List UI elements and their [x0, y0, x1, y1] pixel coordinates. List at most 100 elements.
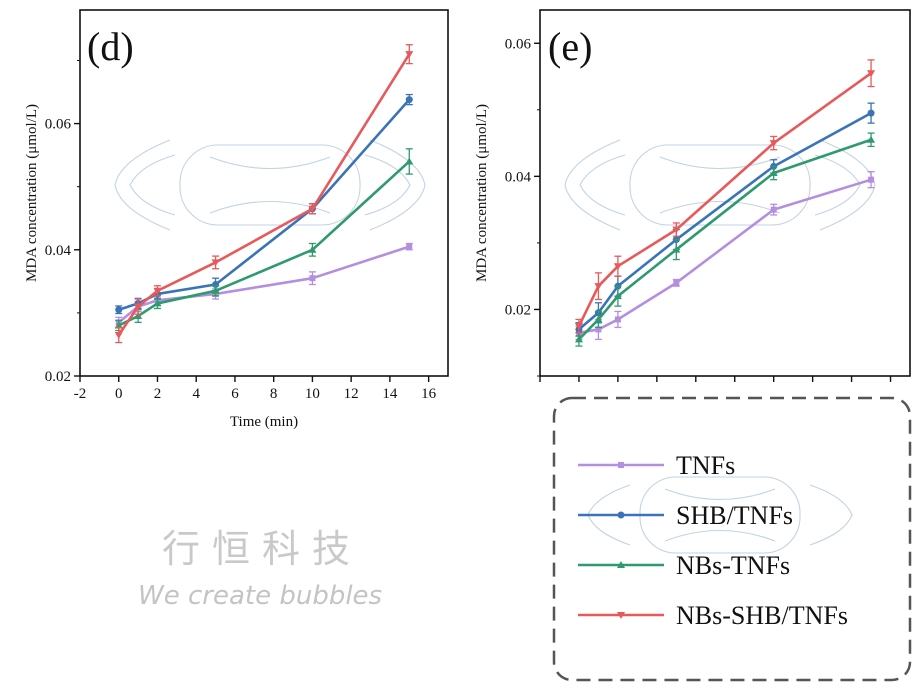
- plot-frame-d: [79, 9, 449, 377]
- legend-item: NBs-TNFs: [578, 551, 790, 580]
- data-point: [868, 176, 875, 183]
- data-point: [613, 263, 622, 271]
- data-point: [867, 135, 876, 143]
- legend-marker: [617, 511, 625, 519]
- data-point: [672, 226, 681, 234]
- y-axis-d: 0.02 0.04 0.06: [45, 59, 80, 385]
- x-tick-label: 14: [844, 386, 860, 402]
- y-tick-label: 0.06: [505, 36, 532, 52]
- legend-label: NBs-TNFs: [676, 551, 790, 580]
- x-tick-label: -2: [74, 386, 87, 402]
- series-line: [117, 53, 411, 336]
- series-nbs-shb-tnfs: [574, 59, 876, 334]
- series-nbs-tnfs: [114, 148, 414, 332]
- series-line: [117, 245, 410, 324]
- series-shb-tnfs: [575, 102, 875, 337]
- bubble-watermark-icon: [564, 139, 876, 231]
- data-point: [594, 315, 603, 323]
- series-line: [578, 178, 872, 335]
- x-tick-label: 8: [731, 386, 739, 402]
- data-point: [308, 205, 317, 213]
- y-tick-label: 0.04: [45, 243, 72, 259]
- x-tick-label: 12: [805, 386, 820, 402]
- x-tick-label: 6: [692, 386, 700, 402]
- x-tick-label: 2: [614, 386, 622, 402]
- data-point: [308, 245, 317, 253]
- x-axis-e: -2 0 2 4 6 8 10 12 14 16: [534, 376, 899, 402]
- x-tick-label: 6: [231, 386, 239, 402]
- series-shb-tnfs: [115, 93, 413, 315]
- data-point: [867, 70, 876, 78]
- series-line: [577, 72, 872, 327]
- data-point: [769, 140, 778, 148]
- data-point: [613, 292, 622, 300]
- data-point: [405, 51, 414, 59]
- series-tnfs: [575, 171, 875, 341]
- x-tick-label: 16: [421, 386, 437, 402]
- y-axis-e: 0.02 0.04 0.06: [505, 36, 540, 377]
- data-point: [114, 331, 123, 339]
- legend-border: [552, 396, 912, 682]
- data-point: [134, 303, 143, 311]
- x-axis-d: -2 0 2 4 6 8 10 12 14 16: [74, 376, 437, 402]
- data-point: [673, 279, 680, 286]
- legend-item: TNFs: [578, 451, 735, 480]
- legend-item: SHB/TNFs: [578, 501, 793, 530]
- data-point: [211, 259, 220, 267]
- series-layer-d: [114, 44, 414, 344]
- data-point: [769, 169, 778, 177]
- x-tick-label: -2: [534, 386, 547, 402]
- data-point: [115, 306, 123, 314]
- x-tick-label: 4: [192, 386, 200, 402]
- x-tick-label: 0: [115, 386, 123, 402]
- x-tick-label: 16: [883, 386, 899, 402]
- plot-frame-e: [539, 9, 911, 377]
- data-point: [211, 286, 220, 294]
- data-point: [672, 245, 681, 253]
- legend-label: TNFs: [676, 451, 735, 480]
- y-tick-label: 0.06: [45, 117, 72, 133]
- data-point: [574, 323, 583, 331]
- x-tick-label: 0: [575, 386, 583, 402]
- series-nbs-shb-tnfs: [114, 44, 414, 344]
- legend-label: NBs-SHB/TNFs: [676, 601, 848, 630]
- y-axis-title-e: MDA concentration (μmol/L): [474, 104, 490, 282]
- legend-item: NBs-SHB/TNFs: [578, 601, 848, 630]
- x-tick-label: 10: [305, 386, 320, 402]
- x-tick-label: 10: [766, 386, 781, 402]
- series-line: [578, 138, 872, 341]
- y-axis-title-d: MDA concentration (μmol/L): [24, 104, 40, 282]
- data-point: [614, 316, 621, 323]
- legend-marker: [617, 612, 625, 619]
- data-point: [134, 312, 143, 320]
- panel-label-e: (e): [548, 24, 592, 69]
- series-line: [578, 112, 872, 331]
- series-line: [118, 160, 411, 327]
- series-layer-e: [574, 59, 876, 347]
- data-point: [867, 109, 875, 117]
- x-tick-label: 8: [270, 386, 278, 402]
- data-point: [405, 157, 414, 165]
- data-point: [574, 335, 583, 343]
- data-point: [595, 326, 602, 333]
- chart-panel-e: (e) MDA concentration (μmol/L) -2 0 2 4 6 8 10…: [474, 9, 911, 402]
- data-point: [406, 243, 413, 250]
- x-tick-label: 12: [344, 386, 359, 402]
- series-line: [118, 98, 411, 311]
- series-nbs-tnfs: [574, 132, 876, 347]
- data-point: [309, 275, 316, 282]
- y-tick-label: 0.04: [505, 169, 532, 185]
- x-tick-label: 2: [154, 386, 162, 402]
- x-axis-title-d: Time (min): [230, 414, 298, 430]
- chart-panel-d: (d) Time (min) MDA concentration (μmol/L…: [24, 9, 449, 430]
- x-tick-label: 4: [653, 386, 661, 402]
- data-point: [153, 299, 162, 307]
- legend: TNFs SHB/TNFs NBs-TNFs NBs-SHB/TNFs: [552, 396, 912, 682]
- data-point: [153, 287, 162, 295]
- watermark-tagline: We create bubbles: [138, 581, 382, 611]
- legend-marker: [618, 462, 624, 468]
- legend-label: SHB/TNFs: [676, 501, 793, 530]
- data-point: [770, 206, 777, 213]
- data-point: [594, 283, 603, 291]
